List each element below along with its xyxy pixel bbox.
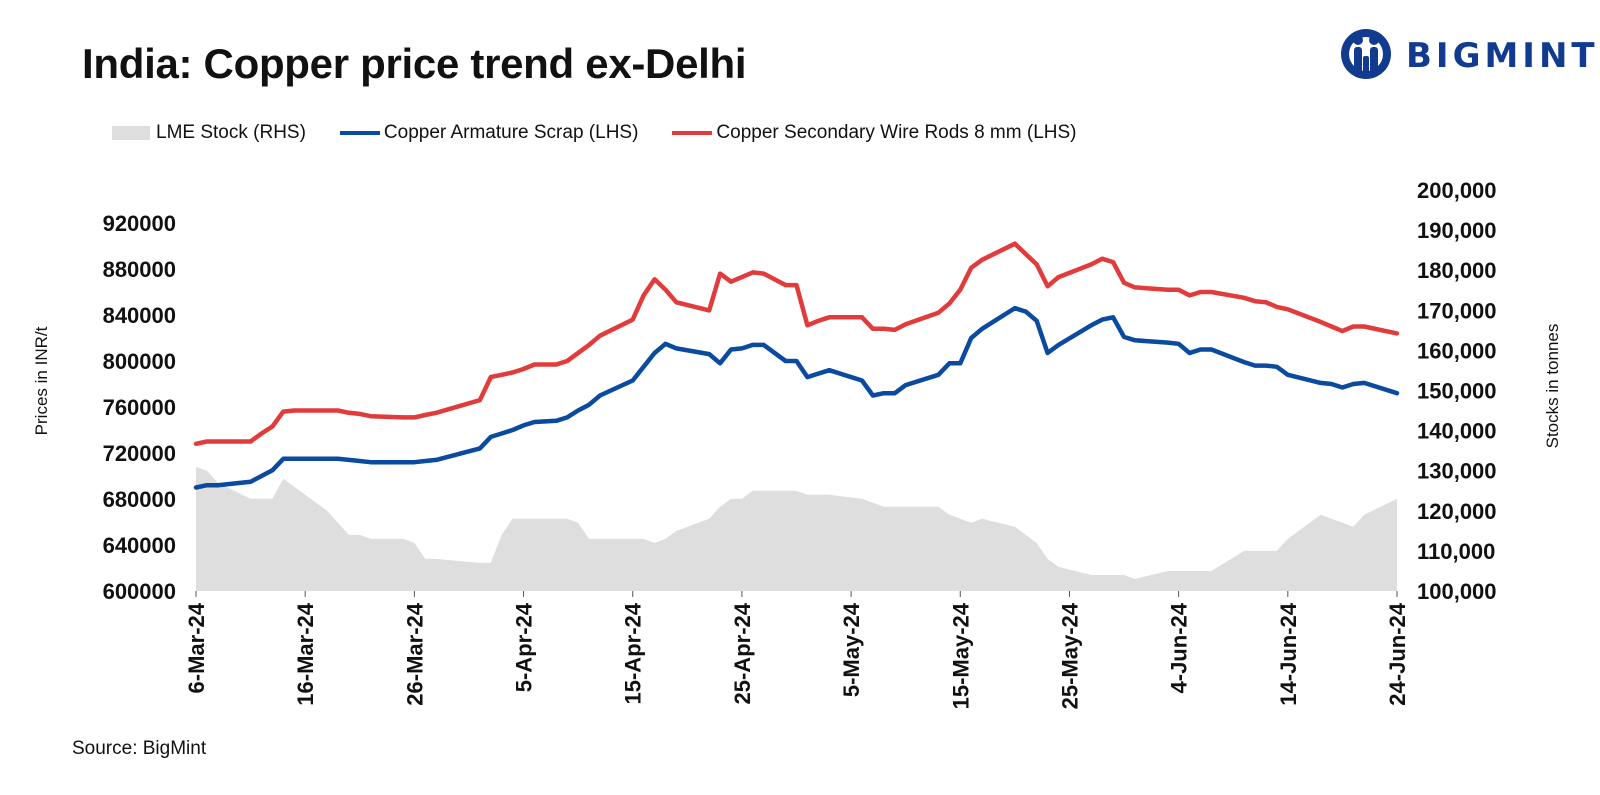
x-tick-label: 26-Mar-24 — [402, 602, 427, 705]
source-note: Source: BigMint — [72, 738, 207, 759]
x-tick-label: 16-Mar-24 — [293, 602, 318, 705]
legend-swatch-area — [112, 126, 150, 140]
y-left-tick-label: 600000 — [103, 579, 176, 604]
x-tick-label: 14-Jun-24 — [1276, 602, 1301, 705]
y-left-axis-label: Prices in INR/t — [32, 326, 51, 435]
legend-label: LME Stock (RHS) — [156, 122, 306, 143]
legend-item-armature-scrap: Copper Armature Scrap (LHS) — [339, 122, 639, 144]
page-title: India: Copper price trend ex-Delhi — [82, 40, 747, 87]
y-right-tick-label: 200,000 — [1417, 178, 1497, 203]
y-right-axis-label: Stocks in tonnes — [1543, 324, 1562, 449]
x-tick-label: 4-Jun-24 — [1167, 602, 1192, 693]
y-right-tick-label: 180,000 — [1417, 258, 1497, 283]
series-line-copper-secondary-wire-rods-8-mm-lhs — [193, 241, 1400, 447]
y-right-tick-label: 110,000 — [1417, 539, 1495, 564]
y-left-tick-label: 880000 — [103, 257, 176, 282]
y-right-tick-label: 140,000 — [1417, 419, 1497, 444]
legend-label: Copper Secondary Wire Rods 8 mm (LHS) — [716, 122, 1077, 143]
legend-swatch-line — [672, 131, 713, 135]
bigmint-logo: BIGMINT — [1338, 28, 1595, 84]
y-left-tick-label: 800000 — [103, 349, 176, 374]
x-tick-label: 5-Apr-24 — [512, 602, 537, 692]
y-left-tick-label: 760000 — [103, 395, 176, 420]
x-tick-label: 24-Jun-24 — [1385, 602, 1410, 705]
x-tick-label: 25-May-24 — [1058, 602, 1083, 709]
y-right-tick-label: 100,000 — [1417, 579, 1497, 604]
x-tick-label: 25-Apr-24 — [730, 602, 755, 704]
series-area-lme-stock-rhs — [196, 466, 1397, 591]
chart-legend: LME Stock (RHS) Copper Armature Scrap (L… — [112, 122, 1111, 144]
y-right-tick-label: 120,000 — [1417, 499, 1497, 524]
x-tick-label: 15-Apr-24 — [621, 602, 646, 704]
bigmint-people-icon — [1341, 29, 1391, 79]
legend-label: Copper Armature Scrap (LHS) — [383, 122, 639, 143]
y-right-tick-label: 170,000 — [1417, 298, 1497, 323]
legend-item-wire-rods: Copper Secondary Wire Rods 8 mm (LHS) — [672, 122, 1077, 144]
y-left-tick-label: 920000 — [103, 211, 176, 236]
x-tick-label: 15-May-24 — [948, 602, 973, 709]
legend-item-lme-stock: LME Stock (RHS) — [112, 122, 306, 144]
y-right-tick-label: 130,000 — [1417, 459, 1497, 484]
x-tick-label: 6-Mar-24 — [184, 602, 209, 693]
y-left-tick-label: 640000 — [103, 533, 176, 558]
y-right-tick-label: 190,000 — [1417, 218, 1497, 243]
logo-text: BIGMINT — [1406, 36, 1599, 76]
y-right-tick-label: 160,000 — [1417, 338, 1497, 363]
y-left-tick-label: 680000 — [103, 487, 176, 512]
legend-swatch-line — [339, 131, 380, 135]
x-tick-label: 5-May-24 — [839, 602, 864, 697]
y-left-tick-label: 840000 — [103, 303, 176, 328]
y-right-tick-label: 150,000 — [1417, 379, 1497, 404]
y-left-tick-label: 720000 — [103, 441, 176, 466]
series-line-copper-armature-scrap-lhs — [193, 305, 1400, 490]
